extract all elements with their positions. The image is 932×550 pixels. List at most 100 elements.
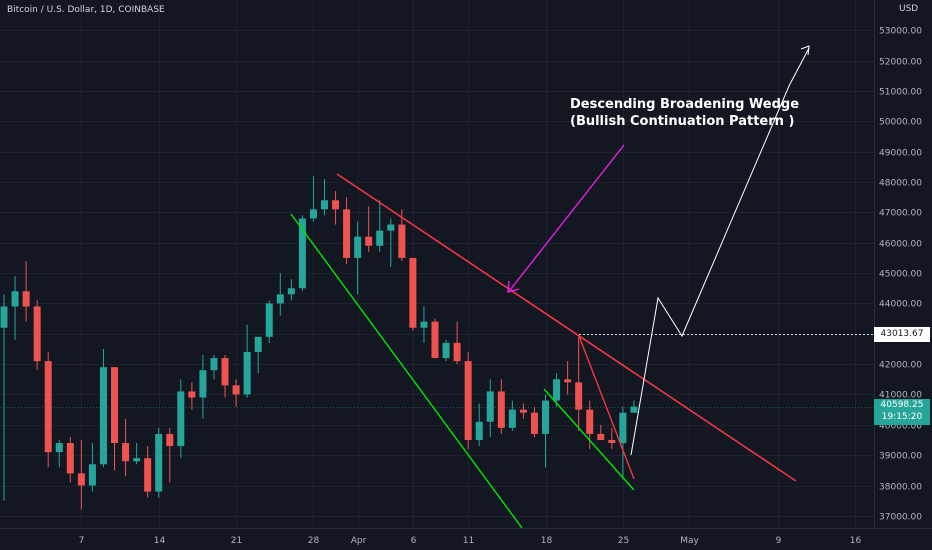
candle [144, 446, 152, 498]
candle-body [0, 306, 8, 328]
candle-body [586, 409, 594, 434]
candle [155, 427, 163, 498]
candle-body [77, 473, 85, 486]
price-tick-label: 46000.00 [879, 240, 922, 250]
price-tick-label: 37000.00 [879, 513, 922, 523]
price-tick-label: 52000.00 [879, 58, 922, 68]
candle-body [376, 230, 384, 246]
candle [11, 276, 19, 340]
candle [553, 373, 561, 407]
candle-body [431, 321, 439, 359]
price-tick-label: 51000.00 [879, 88, 922, 98]
candle [320, 179, 328, 216]
chart-drawings [290, 45, 874, 529]
price-tick-label: 38000.00 [879, 483, 922, 493]
candle [66, 436, 74, 483]
candle [354, 221, 362, 295]
candle-body [287, 288, 295, 295]
candle-body [254, 336, 262, 352]
candle [508, 400, 516, 431]
candle [133, 443, 141, 465]
candle-body [22, 291, 30, 307]
symbol-title[interactable]: Bitcoin / U.S. Dollar, 1D, COINBASE [7, 5, 165, 15]
candle-body [343, 209, 351, 258]
candle [33, 300, 41, 371]
price-tick-label: 47000.00 [879, 209, 922, 219]
candle-body [619, 412, 627, 444]
time-tick-label: 16 [850, 536, 862, 546]
candle-body [608, 440, 616, 444]
time-tick-label: 18 [541, 536, 553, 546]
candle-body [475, 421, 483, 440]
candle-body [44, 361, 52, 453]
candle-body [442, 342, 450, 359]
candle-body [597, 433, 605, 440]
candle [88, 443, 96, 492]
candle-body [354, 236, 362, 258]
candle-body [564, 379, 572, 383]
candle [420, 306, 428, 343]
current-price-tag: 40598.25 19:15:20 [874, 399, 930, 425]
inner-lower-trendline[interactable] [543, 388, 635, 491]
candle-body [188, 391, 196, 398]
time-tick-label: 28 [308, 536, 320, 546]
candle [608, 427, 616, 450]
candle-body [298, 218, 306, 289]
candle-body [210, 358, 218, 371]
candle [619, 406, 627, 480]
lower-trendline[interactable] [290, 213, 523, 529]
candle [464, 352, 472, 450]
candle-body [519, 409, 527, 413]
pattern-arrow-head [507, 280, 520, 293]
candle-body [33, 306, 41, 362]
price-tick-label: 40000.00 [879, 422, 922, 432]
candle [55, 440, 63, 468]
candle-body [265, 303, 273, 337]
candle-body [453, 342, 461, 362]
candle [210, 355, 218, 380]
candle-body [276, 294, 284, 304]
candle-body [55, 443, 63, 453]
candle-body [332, 200, 340, 210]
candle-body [464, 361, 472, 440]
candle-body [144, 458, 152, 492]
candle [575, 336, 583, 431]
candle-body [199, 370, 207, 398]
candle-body [99, 367, 107, 465]
candle-body [365, 236, 373, 246]
currency-label[interactable]: USD [899, 4, 919, 14]
time-tick-label: 21 [231, 536, 242, 546]
candle [122, 418, 130, 477]
candle [188, 382, 196, 410]
time-tick-label: 25 [618, 536, 629, 546]
projection-path[interactable] [630, 47, 810, 456]
price-tick-label: 41000.00 [879, 391, 922, 401]
candle-body [88, 464, 96, 486]
pattern-arrow[interactable] [509, 144, 625, 291]
candle [298, 215, 306, 292]
price-tick-label: 44000.00 [879, 300, 922, 310]
bar-countdown: 19:15:20 [881, 412, 923, 422]
candle [519, 403, 527, 419]
upper-trendline[interactable] [336, 173, 797, 482]
inner-upper-trendline[interactable] [578, 335, 635, 480]
pattern-annotation[interactable]: Descending Broadening Wedge (Bullish Con… [570, 96, 799, 130]
candle [44, 352, 52, 468]
candle [530, 406, 538, 437]
candle [199, 355, 207, 419]
candle-body [309, 209, 317, 219]
candle [486, 379, 494, 437]
candle-body [221, 358, 229, 386]
time-axis: 7 14 21 28 Apr 6 11 18 25 May 9 16 [79, 536, 862, 546]
candle [442, 339, 450, 362]
candle-body [11, 291, 19, 307]
candle [265, 300, 273, 343]
current-price-value: 40598.25 [880, 400, 924, 410]
candle-body [133, 458, 141, 462]
candle-body [111, 367, 119, 444]
candle [254, 336, 262, 374]
candle-body [420, 321, 428, 328]
candle [431, 318, 439, 359]
